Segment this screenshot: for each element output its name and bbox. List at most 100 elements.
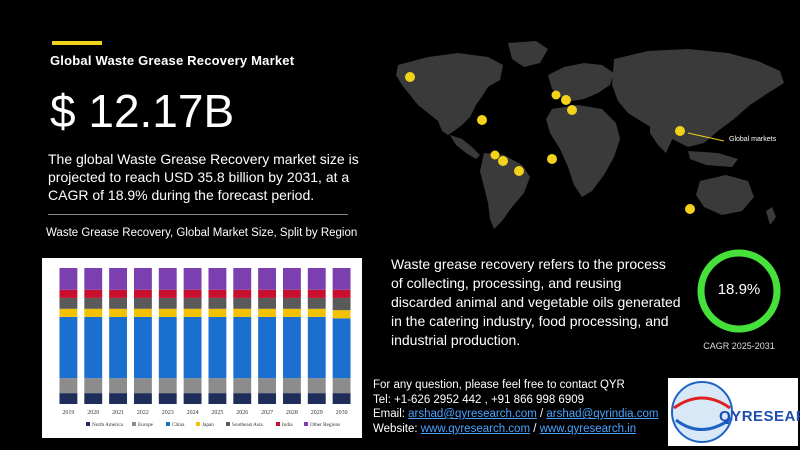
label-leader-line bbox=[687, 132, 725, 142]
bar-segment-2024-5 bbox=[183, 289, 202, 298]
x-tick-label: 2024 bbox=[187, 410, 199, 416]
bar-segment-2020-4 bbox=[84, 297, 103, 309]
bar-segment-2025-5 bbox=[208, 289, 227, 298]
contact-tel: Tel: +1-626 2952 442 , +91 866 998 6909 bbox=[373, 393, 585, 406]
x-tick-label: 2023 bbox=[162, 410, 174, 416]
bar-segment-2030-0 bbox=[332, 393, 351, 404]
india-shape bbox=[650, 121, 674, 153]
divider bbox=[48, 214, 348, 215]
legend-label: Japan bbox=[202, 422, 214, 428]
bar-segment-2029-2 bbox=[307, 316, 326, 379]
bar-segment-2021-6 bbox=[109, 268, 128, 290]
bar-segment-2028-5 bbox=[282, 289, 301, 298]
bar-segment-2022-6 bbox=[133, 268, 152, 290]
bar-segment-2019-0 bbox=[59, 393, 78, 404]
x-tick-label: 2022 bbox=[137, 410, 149, 416]
x-tick-label: 2020 bbox=[87, 410, 99, 416]
x-tick-label: 2028 bbox=[286, 410, 298, 416]
market-value: $ 12.17B bbox=[50, 85, 235, 137]
world-map bbox=[396, 41, 784, 229]
bar-segment-2020-6 bbox=[84, 268, 103, 290]
bar-segment-2019-4 bbox=[59, 297, 78, 309]
email-prefix: Email: bbox=[373, 408, 409, 420]
legend-label: Southeast Asia bbox=[232, 422, 263, 428]
bar-segment-2023-1 bbox=[158, 378, 177, 394]
bar-segment-2021-0 bbox=[109, 393, 128, 404]
bar-segment-2029-5 bbox=[307, 289, 326, 298]
africa-shape bbox=[546, 105, 620, 197]
new-zealand-shape bbox=[766, 207, 776, 225]
sea-islands-shape bbox=[688, 151, 738, 167]
marker-central-america bbox=[490, 150, 500, 160]
australia-shape bbox=[696, 175, 754, 215]
cagr-label: CAGR 2025-2031 bbox=[703, 341, 775, 351]
europe-shape bbox=[548, 63, 614, 101]
bar-segment-2023-3 bbox=[158, 308, 177, 317]
website-link-com[interactable]: www.qyresearch.com bbox=[420, 422, 531, 435]
bar-segment-2027-6 bbox=[258, 268, 277, 290]
bar-segment-2026-6 bbox=[233, 268, 252, 290]
bar-segment-2027-4 bbox=[258, 297, 277, 309]
north-america-shape bbox=[396, 53, 503, 135]
bar-segment-2024-0 bbox=[183, 393, 202, 404]
bar-segment-2027-5 bbox=[258, 289, 277, 298]
bar-segment-2027-0 bbox=[258, 393, 277, 404]
contact-website: Website: www.qyresearch.com / www.qyrese… bbox=[373, 422, 673, 437]
bar-segment-2023-0 bbox=[158, 393, 177, 404]
bar-segment-2020-5 bbox=[84, 289, 103, 298]
marker-china bbox=[675, 126, 685, 136]
marker-north-america-east bbox=[477, 115, 487, 125]
market-summary: The global Waste Grease Recovery market … bbox=[48, 151, 359, 203]
bar-segment-2030-3 bbox=[332, 310, 351, 319]
email-link-qyresearch[interactable]: arshad@qyresearch.com bbox=[408, 408, 537, 420]
bar-segment-2028-1 bbox=[282, 378, 301, 394]
bar-segment-2030-5 bbox=[332, 289, 351, 298]
asia-shape bbox=[612, 49, 784, 147]
legend-swatch-1 bbox=[132, 422, 136, 426]
bar-segment-2020-1 bbox=[84, 378, 103, 394]
contact-intro: For any question, please feel free to co… bbox=[373, 379, 625, 391]
website-link-in[interactable]: www.qyresearch.in bbox=[539, 422, 637, 435]
bar-segment-2020-0 bbox=[84, 393, 103, 404]
bar-segment-2020-3 bbox=[84, 308, 103, 317]
email-link-qyrindia[interactable]: arshad@qyrindia.com bbox=[546, 408, 659, 420]
bar-segment-2019-1 bbox=[59, 378, 78, 394]
bar-segment-2025-3 bbox=[208, 308, 227, 317]
bar-segment-2022-5 bbox=[133, 289, 152, 298]
bar-segment-2029-0 bbox=[307, 393, 326, 404]
bar-segment-2026-5 bbox=[233, 289, 252, 298]
bar-segment-2028-0 bbox=[282, 393, 301, 404]
contact-block: For any question, please feel free to co… bbox=[373, 378, 673, 436]
bar-segment-2020-2 bbox=[84, 316, 103, 379]
bar-segment-2019-2 bbox=[59, 316, 78, 379]
x-tick-label: 2021 bbox=[112, 410, 124, 416]
bar-segment-2021-5 bbox=[109, 289, 128, 298]
bar-segment-2022-4 bbox=[133, 297, 152, 309]
central-america-shape bbox=[450, 135, 480, 159]
bar-segment-2021-1 bbox=[109, 378, 128, 394]
bar-segment-2021-2 bbox=[109, 316, 128, 379]
marker-australia bbox=[685, 204, 695, 214]
marker-south-america-east bbox=[514, 166, 524, 176]
marker-europe-south bbox=[567, 105, 577, 115]
greenland-shape bbox=[508, 41, 548, 67]
bar-segment-2019-6 bbox=[59, 268, 78, 290]
bar-segment-2022-2 bbox=[133, 316, 152, 379]
bar-segment-2027-2 bbox=[258, 316, 277, 379]
accent-bar bbox=[52, 41, 102, 45]
logo-wordmark-qy: QY bbox=[719, 408, 742, 425]
legend-label: North America bbox=[92, 422, 124, 428]
qyr-logo bbox=[668, 378, 798, 446]
region-split-chart: 2019 2020 2021 2022 2023 2024 2025 2026 2027 2028… bbox=[42, 258, 362, 438]
bar-segment-2028-2 bbox=[282, 316, 301, 379]
bar-segment-2025-2 bbox=[208, 316, 227, 379]
chart-canvas: 2019 2020 2021 2022 2023 2024 2025 2026 2027 2028… bbox=[59, 268, 351, 428]
legend-label: China bbox=[172, 422, 185, 428]
legend-label: Europe bbox=[138, 422, 154, 428]
bar-segment-2028-3 bbox=[282, 308, 301, 317]
bar-segment-2028-6 bbox=[282, 268, 301, 290]
bar-segment-2025-4 bbox=[208, 297, 227, 309]
website-separator: / bbox=[530, 422, 540, 435]
legend-swatch-0 bbox=[86, 422, 90, 426]
legend-swatch-2 bbox=[166, 422, 170, 426]
